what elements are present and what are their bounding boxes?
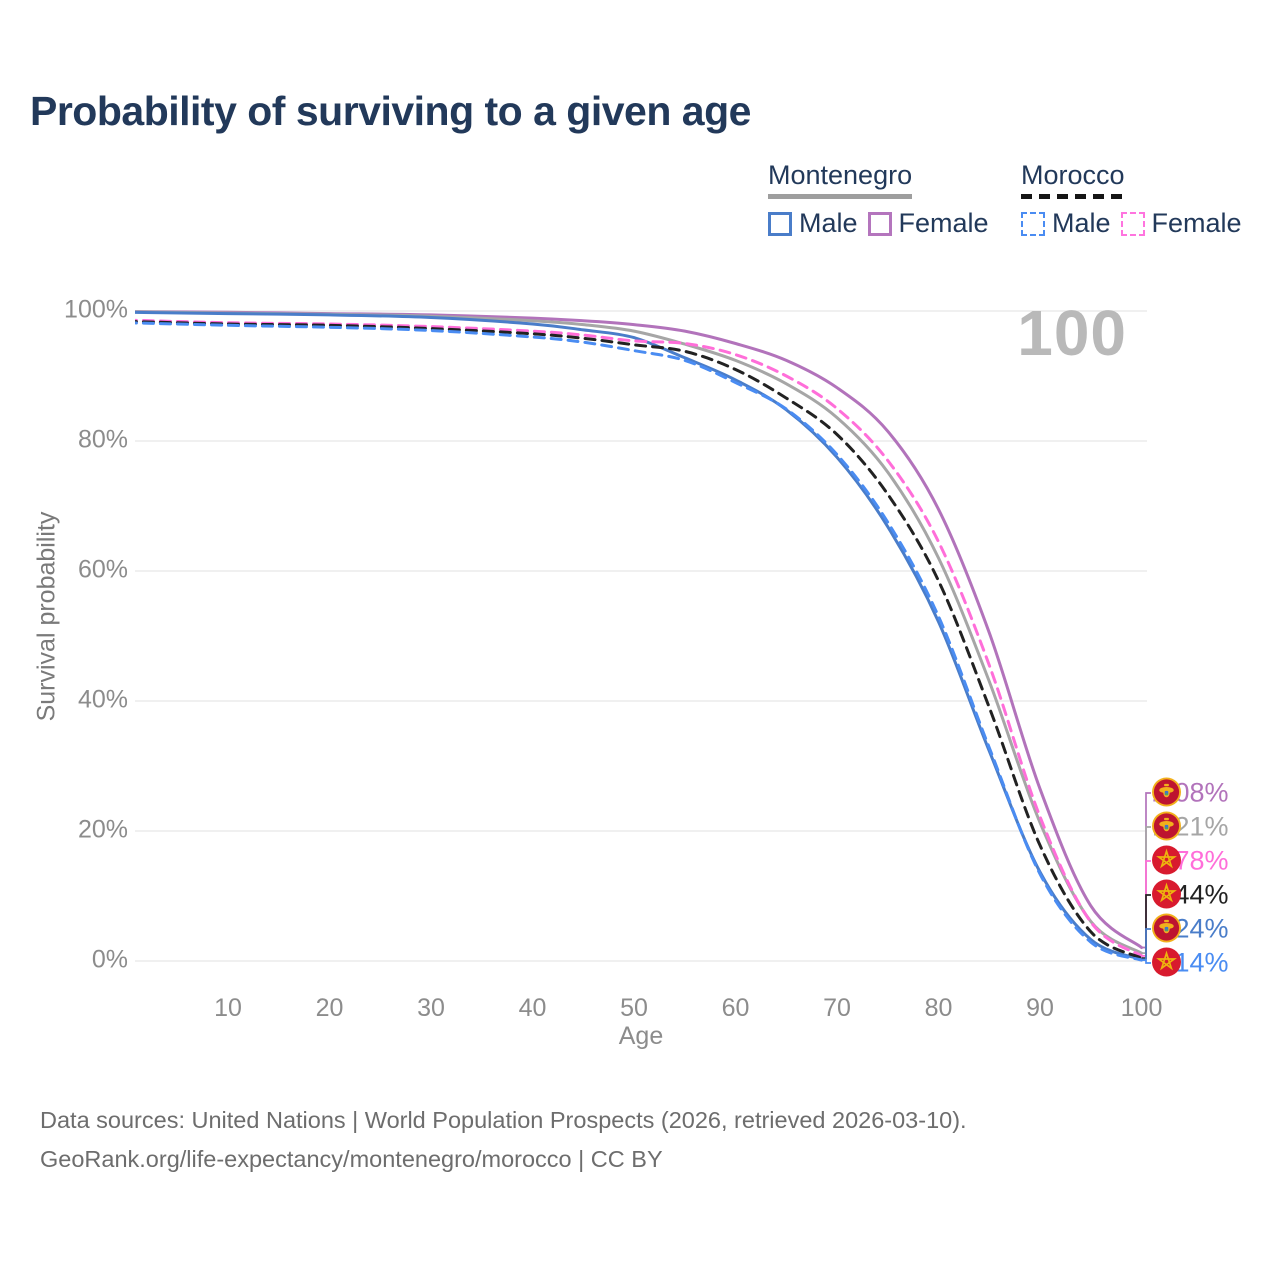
x-tick-label-70: 70: [823, 994, 851, 1022]
x-tick-label-30: 30: [417, 994, 445, 1022]
x-tick-label-80: 80: [924, 994, 953, 1022]
x-tick-label-60: 60: [721, 994, 750, 1022]
y-tick-label-60: 60%: [77, 555, 128, 584]
legend-label-morocco-male: Male: [1052, 208, 1111, 238]
legend-item-montenegro-female[interactable]: Female: [867, 208, 989, 239]
series-line-montenegro-male[interactable]: [127, 310, 1143, 961]
end-label-morocco-female: 0.78%: [1152, 845, 1229, 877]
footer-data-sources: Data sources: United Nations | World Pop…: [40, 1107, 967, 1133]
legend-label-montenegro-male: Male: [799, 208, 858, 238]
legend-items-morocco: Male Female: [1021, 208, 1242, 239]
morocco-flag-icon: [1152, 879, 1181, 909]
morocco-flag-icon: [1152, 845, 1181, 875]
montenegro-flag-icon: [1152, 777, 1181, 807]
legend-country-montenegro[interactable]: Montenegro: [768, 160, 913, 190]
series-line-montenegro-female[interactable]: [127, 310, 1143, 949]
x-tick-label-100: 100: [1120, 994, 1163, 1022]
series-line-morocco-male[interactable]: [127, 321, 1143, 962]
x-tick-label-50: 50: [620, 994, 648, 1022]
series-line-morocco-both[interactable]: [127, 320, 1143, 960]
legend-checkbox-montenegro-male[interactable]: [768, 211, 792, 236]
legend-label-montenegro-female: Female: [898, 208, 989, 238]
legend-country-line-morocco: [1021, 194, 1125, 199]
y-tick-label-40: 40%: [77, 685, 128, 714]
legend-country-line-montenegro: [768, 194, 912, 199]
x-tick-label-40: 40: [518, 994, 547, 1022]
legend-checkbox-montenegro-female[interactable]: [867, 211, 892, 236]
montenegro-flag-icon: [1152, 811, 1181, 841]
x-tick-label-10: 10: [214, 994, 242, 1022]
legend-label-morocco-female: Female: [1151, 208, 1242, 238]
y-tick-label-80: 80%: [77, 425, 128, 454]
end-label-connector-morocco-male: [1141, 959, 1151, 964]
legend-items-montenegro: Male Female: [768, 208, 989, 239]
end-label-morocco-male: 0.14%: [1152, 947, 1229, 979]
x-axis-title: Age: [618, 1022, 664, 1050]
legend-checkbox-morocco-female[interactable]: [1120, 211, 1145, 236]
end-label-morocco-both: 0.44%: [1152, 879, 1229, 911]
y-tick-label-100: 100%: [64, 295, 128, 324]
morocco-flag-icon: [1152, 947, 1181, 977]
page-title: Probability of surviving to a given age: [30, 88, 751, 134]
x-tick-label-20: 20: [315, 994, 344, 1022]
x-tick-label-90: 90: [1026, 994, 1054, 1022]
legend-country-morocco[interactable]: Morocco: [1021, 160, 1125, 190]
y-tick-label-0: 0%: [91, 945, 128, 974]
end-label-montenegro-male: 0.24%: [1152, 913, 1229, 945]
end-label-montenegro-both: 1.21%: [1152, 811, 1229, 843]
y-tick-label-20: 20%: [77, 815, 128, 844]
legend-group-montenegro: Montenegro Male Female: [768, 160, 989, 239]
legend-checkbox-morocco-male[interactable]: [1021, 211, 1045, 236]
legend-item-morocco-male[interactable]: Male: [1021, 208, 1111, 239]
end-label-connector-morocco-both: [1141, 894, 1151, 959]
series-line-morocco-female[interactable]: [127, 318, 1143, 958]
end-label-connector-montenegro-male: [1141, 928, 1151, 961]
legend-item-morocco-female[interactable]: Female: [1120, 208, 1242, 239]
montenegro-flag-icon: [1152, 913, 1181, 943]
legend-item-montenegro-male[interactable]: Male: [768, 208, 858, 239]
end-label-montenegro-female: 2.08%: [1152, 777, 1229, 809]
legend-group-morocco: Morocco Male Female: [1021, 160, 1242, 239]
footer-attribution: GeoRank.org/life-expectancy/montenegro/m…: [40, 1146, 663, 1172]
hover-age-watermark: 100: [1017, 297, 1127, 369]
